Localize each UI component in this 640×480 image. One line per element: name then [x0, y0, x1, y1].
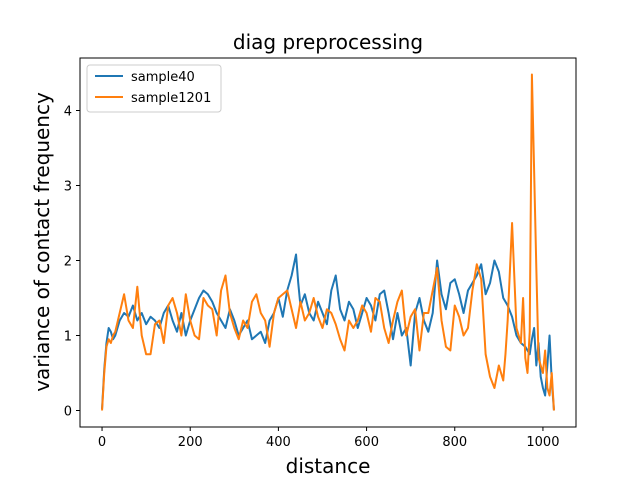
series-layer: [101, 73, 555, 411]
x-tick-label: 0: [98, 435, 106, 450]
y-tick-label: 1: [64, 330, 72, 345]
series-line-sample1201: [101, 73, 555, 411]
y-tick-label: 4: [64, 105, 72, 120]
legend-label-sample40: sample40: [131, 70, 195, 85]
x-tick-label: 800: [442, 435, 467, 450]
plot-area-frame: [79, 57, 577, 428]
series-line-sample40: [101, 253, 555, 411]
y-axis-title: variance of contact frequency: [30, 92, 54, 392]
x-tick-label: 200: [178, 435, 203, 450]
chart-title: diag preprocessing: [233, 30, 423, 54]
legend: sample40 sample1201: [86, 64, 222, 113]
x-tick-label: 600: [354, 435, 379, 450]
y-tick-label: 2: [64, 255, 72, 270]
x-axis-title: distance: [286, 454, 371, 478]
y-tick-label: 3: [64, 180, 72, 195]
x-tick-label: 1000: [526, 435, 559, 450]
y-tick-label: 0: [64, 405, 72, 420]
x-tick-label: 400: [266, 435, 291, 450]
legend-label-sample1201: sample1201: [131, 91, 211, 106]
ticks-layer: 0 200 400 600 800 1000 0 1 2 3 4: [64, 105, 560, 451]
